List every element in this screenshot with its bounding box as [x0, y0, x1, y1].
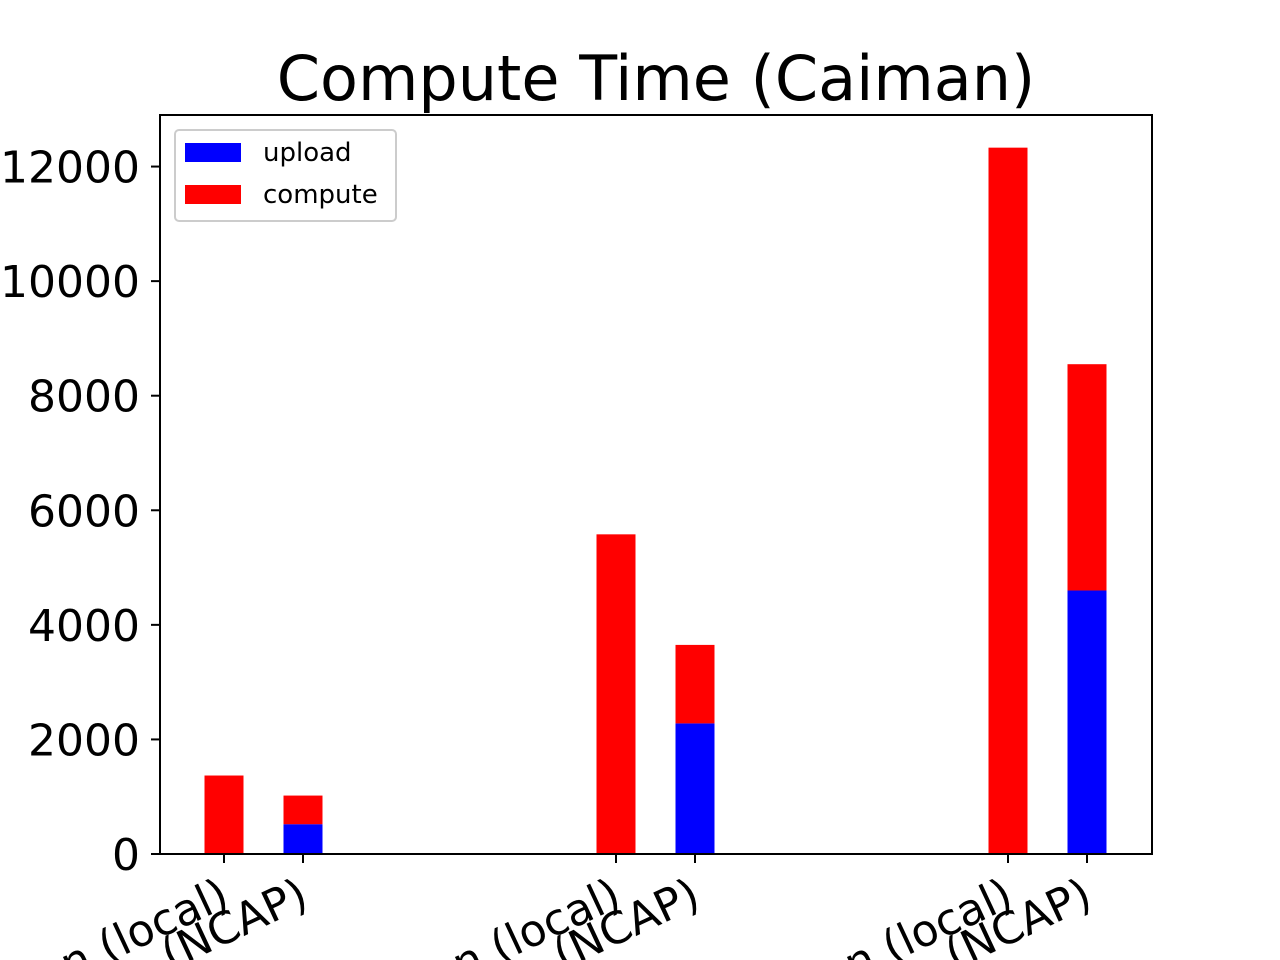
- y-tick-label: 4000: [28, 601, 140, 652]
- legend-label-compute: compute: [263, 180, 378, 210]
- bar-upload-6: [1067, 590, 1107, 854]
- bar-compute-1: [204, 775, 244, 854]
- bar-upload-2: [283, 824, 323, 854]
- y-axis: 0 2000 4000 6000 8000 10000 12000: [0, 143, 160, 881]
- bar-compute-5: [988, 147, 1028, 854]
- legend-swatch-upload: [185, 143, 241, 162]
- y-tick-label: 6000: [28, 486, 140, 537]
- chart-title: Compute Time (Caiman): [277, 42, 1035, 115]
- bar-compute-6: [1067, 364, 1107, 591]
- y-tick-label: 12000: [0, 143, 140, 194]
- y-tick-label: 8000: [28, 372, 140, 423]
- legend-swatch-compute: [185, 185, 241, 204]
- y-tick-label: 0: [112, 830, 140, 881]
- bar-compute-2: [283, 795, 323, 825]
- legend-label-upload: upload: [263, 138, 352, 168]
- plot-frame: [159, 114, 1153, 855]
- bar-compute-3: [596, 534, 636, 854]
- y-tick-label: 2000: [28, 715, 140, 766]
- y-tick-label: 10000: [0, 257, 140, 308]
- legend: upload compute: [174, 129, 397, 222]
- bar-compute-4: [675, 644, 715, 724]
- bars-layer: [204, 147, 1107, 854]
- bar-upload-4: [675, 723, 715, 854]
